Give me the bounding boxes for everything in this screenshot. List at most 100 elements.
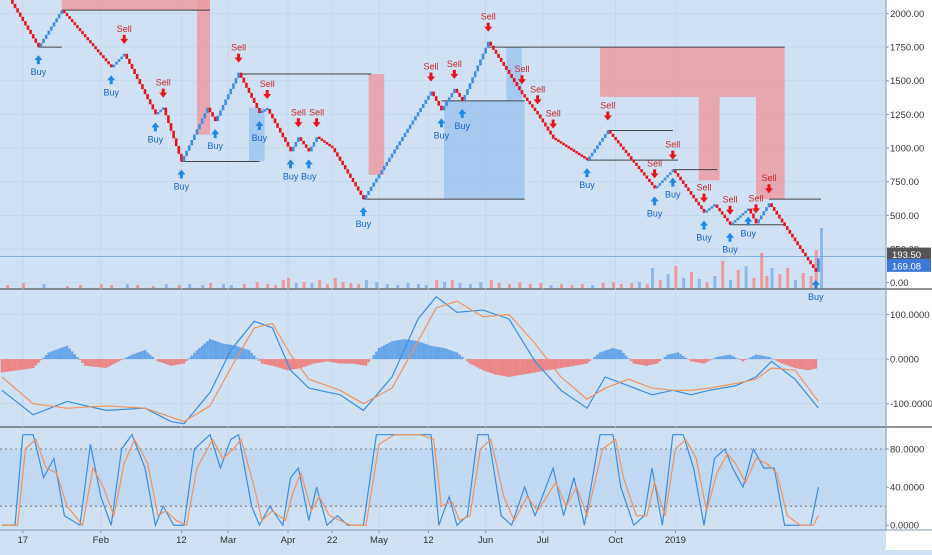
renko-brick [61,10,64,14]
macd-histogram-bar [445,349,448,359]
renko-brick [526,98,529,101]
renko-brick [250,93,253,98]
renko-brick [235,78,238,83]
renko-brick [812,264,815,268]
macd-histogram-bar [144,350,147,359]
sell-signal-label: Sell [530,84,545,94]
volume-bar [435,280,438,288]
macd-histogram-bar [146,352,149,359]
renko-brick [781,218,784,222]
macd-histogram-bar [516,359,519,375]
renko-brick [336,152,339,156]
volume-bar [479,282,482,288]
renko-brick [313,142,316,147]
renko-brick [292,147,295,152]
renko-brick [482,54,485,60]
buy-signal-label: Buy [148,134,164,144]
volume-bar [188,284,191,288]
renko-brick [152,104,155,109]
macd-histogram-bar [760,356,763,360]
renko-brick [237,73,240,78]
renko-brick [783,222,786,226]
volume-bar [508,284,511,288]
macd-histogram-bar [336,359,339,363]
renko-brick [183,156,186,161]
macd-histogram-bar [729,355,732,359]
time-axis-label: Mar [220,535,236,546]
volume-bar [802,273,805,288]
macd-histogram-bar [224,344,227,359]
macd-histogram-bar [560,359,563,368]
renko-brick [568,146,571,148]
renko-brick [347,169,350,173]
renko-brick [542,118,545,122]
renko-brick [404,133,407,137]
renko-brick [729,221,732,224]
macd-histogram-bar [796,359,799,368]
renko-brick [245,83,248,88]
renko-brick [479,59,482,65]
buy-signal-label: Buy [740,229,756,239]
macd-histogram-bar [679,354,682,359]
volume-bar [612,282,615,288]
macd-histogram-bar [188,358,191,359]
volume-bar [518,282,521,288]
macd-histogram-bar [570,359,573,366]
macd-histogram-bar [651,359,654,365]
macd-histogram-bar [269,359,272,365]
renko-brick [128,59,131,64]
macd-histogram-bar [643,359,646,365]
time-axis-label: Jun [478,535,493,546]
renko-brick [105,58,108,61]
time-axis-label: 22 [327,535,338,546]
renko-brick [344,165,347,169]
volume-bar [752,278,755,288]
macd-histogram-bar [646,359,649,366]
volume-bar [560,284,563,288]
macd-histogram-bar [209,339,212,359]
macd-histogram-bar [744,359,747,360]
sell-signal-label: Sell [309,107,324,117]
renko-brick [308,148,311,152]
renko-brick [765,207,768,211]
renko-brick [599,142,602,146]
macd-histogram-bar [682,356,685,359]
renko-brick [354,182,357,186]
stochastic-tick-label: 80.0000 [890,444,924,455]
macd-histogram-bar [180,359,183,364]
macd-histogram-bar [373,355,376,359]
macd-histogram-bar [557,359,560,368]
macd-histogram-bar [339,359,342,363]
renko-brick [690,191,693,195]
volume-bar [326,284,329,288]
renko-brick [365,195,368,199]
renko-brick [224,100,227,105]
volume-bar [295,283,298,288]
volume-bar [66,286,69,288]
macd-histogram-bar [518,359,521,375]
macd-histogram-bar [167,359,170,365]
renko-brick [575,151,578,153]
renko-brick [474,71,477,77]
renko-brick [666,175,669,178]
macd-histogram-bar [523,359,526,374]
macd-histogram-bar [149,355,152,359]
macd-histogram-bar [638,359,641,364]
renko-brick [276,123,279,128]
macd-histogram-bar [607,350,610,359]
renko-brick [165,108,168,116]
macd-histogram-bar [640,359,643,365]
macd-histogram-bar [386,344,389,359]
renko-brick [331,146,334,148]
macd-histogram-bar [136,353,139,359]
price-tick-label: 1250.00 [890,110,924,121]
macd-histogram-bar [443,348,446,359]
macd-histogram-bar [367,359,370,362]
renko-brick [799,245,802,249]
renko-brick [604,134,607,138]
price-tick-label: 1750.00 [890,43,924,54]
macd-histogram-bar [633,359,636,363]
macd-histogram-bar [214,341,217,359]
renko-brick [791,234,794,238]
